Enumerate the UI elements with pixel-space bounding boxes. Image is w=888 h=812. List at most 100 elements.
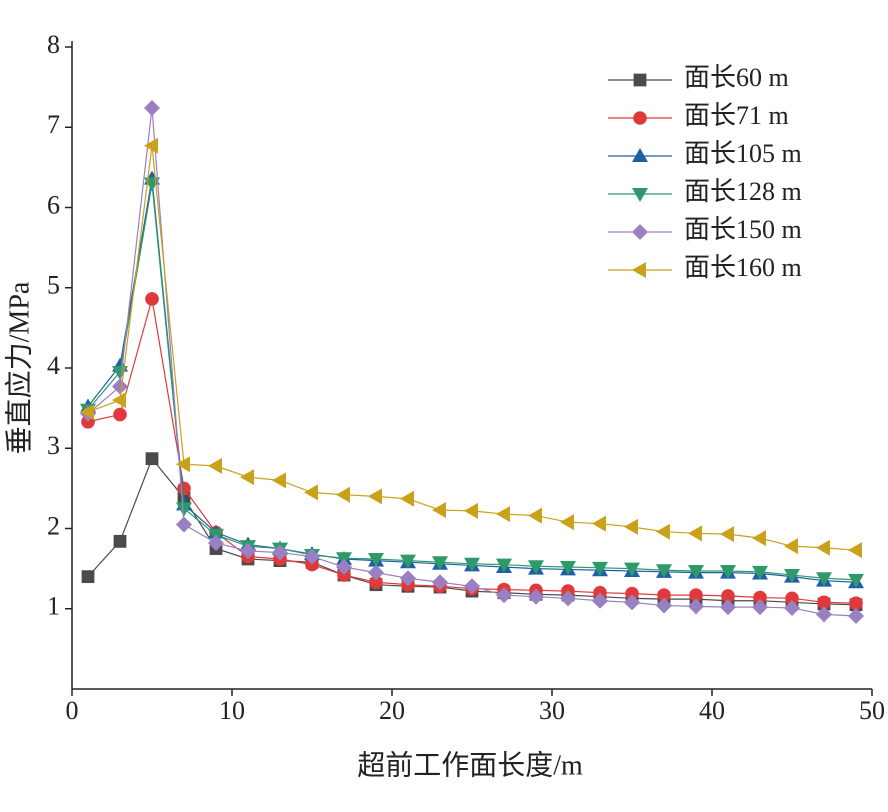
data-point (80, 404, 94, 421)
data-point (848, 573, 864, 588)
x-axis-title: 超前工作面长度/m (357, 749, 583, 781)
data-point (144, 99, 160, 116)
legend-marker (633, 73, 647, 87)
data-point (657, 588, 671, 602)
y-tick-label: 2 (47, 511, 60, 540)
data-point (752, 530, 766, 547)
data-point (464, 557, 480, 572)
y-tick-label: 4 (47, 351, 60, 380)
data-point (368, 552, 384, 567)
data-point (816, 572, 832, 587)
data-point (337, 568, 351, 582)
data-point (817, 595, 831, 610)
data-point (336, 559, 352, 576)
data-point (177, 481, 191, 496)
data-point (369, 575, 383, 590)
data-point (560, 590, 576, 607)
y-axis-title: 垂直应力/MPa (3, 281, 35, 454)
x-tick-label: 50 (859, 696, 885, 725)
data-point (272, 472, 286, 489)
data-point (272, 544, 288, 561)
data-point (176, 502, 192, 517)
legend-label: 面长105 m (684, 139, 802, 168)
y-tick-label: 7 (47, 110, 60, 139)
data-point (464, 578, 480, 595)
data-point (816, 606, 832, 623)
data-point (432, 502, 446, 519)
legend-label: 面长160 m (684, 253, 802, 282)
y-tick-label: 8 (47, 30, 60, 59)
legend-marker (633, 111, 647, 125)
data-point (145, 292, 159, 306)
data-point (113, 534, 127, 548)
data-point (432, 556, 448, 571)
data-point (752, 565, 768, 580)
data-point (208, 457, 222, 474)
data-point (720, 565, 736, 580)
data-point (688, 598, 704, 615)
y-tick-label: 1 (47, 592, 60, 621)
data-point (464, 502, 478, 519)
data-point (336, 486, 350, 503)
data-point (400, 570, 416, 587)
data-point (496, 558, 512, 573)
data-point (752, 599, 768, 616)
data-point (400, 490, 414, 507)
legend-marker (632, 148, 648, 162)
x-tick-label: 40 (699, 696, 725, 725)
legend-marker (632, 188, 648, 202)
data-point (592, 515, 606, 532)
data-point (720, 599, 736, 616)
data-point (528, 560, 544, 575)
data-point (720, 526, 734, 543)
x-tick-label: 0 (66, 696, 79, 725)
data-point (849, 596, 863, 610)
data-point (688, 565, 704, 580)
y-tick-label: 3 (47, 431, 60, 460)
data-point (848, 607, 864, 624)
data-point (176, 516, 192, 533)
data-point (560, 561, 576, 576)
data-point (208, 534, 224, 551)
legend-label: 面长150 m (684, 215, 802, 244)
data-point (304, 548, 320, 565)
data-point (848, 542, 862, 559)
data-point (593, 585, 607, 600)
data-point (304, 484, 318, 501)
x-tick-label: 20 (379, 696, 405, 725)
data-point (689, 588, 703, 602)
data-point (176, 456, 190, 473)
legend-marker (632, 262, 646, 278)
data-point (592, 592, 608, 609)
data-point (432, 574, 448, 591)
y-tick-label: 6 (47, 190, 60, 219)
data-point (560, 514, 574, 531)
data-point (81, 570, 95, 584)
x-tick-label: 10 (219, 696, 245, 725)
data-point (688, 525, 702, 542)
data-point (624, 518, 638, 535)
data-point (112, 378, 128, 395)
data-point (592, 561, 608, 576)
data-point (784, 538, 798, 555)
data-point (753, 590, 767, 605)
data-point (240, 469, 254, 486)
data-point (496, 506, 510, 523)
data-point (624, 594, 640, 611)
data-point (656, 597, 672, 614)
x-tick-label: 30 (539, 696, 565, 725)
data-point (816, 539, 830, 556)
data-point (368, 488, 382, 505)
data-point (656, 523, 670, 540)
data-point (144, 137, 158, 154)
series-line (87, 145, 857, 551)
data-point (624, 562, 640, 577)
legend-label: 面长128 m (684, 177, 802, 206)
data-point (368, 564, 384, 581)
data-point (112, 392, 126, 409)
data-point (784, 599, 800, 616)
data-point (784, 569, 800, 584)
data-point (240, 542, 256, 559)
data-point (496, 587, 512, 604)
data-point (113, 407, 127, 422)
